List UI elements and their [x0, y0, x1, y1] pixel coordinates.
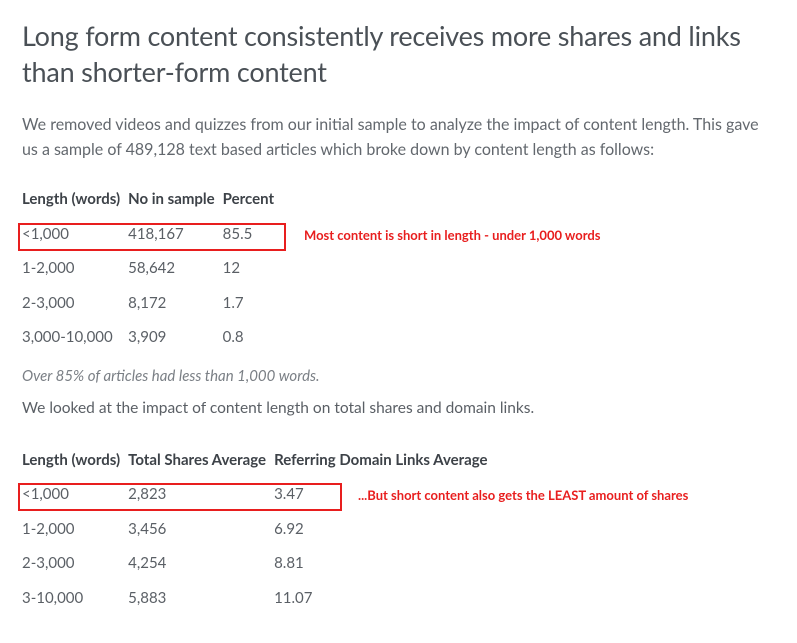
mid-paragraph: We looked at the impact of content lengt…: [22, 397, 775, 420]
table-cell: 5,883: [128, 581, 274, 616]
table-cell: 1-2,000: [22, 512, 128, 547]
table-cell: 3,909: [128, 320, 223, 355]
annotation-text: ...But short content also gets the LEAST…: [358, 487, 718, 503]
table-row: <1,000Most content is short in length - …: [22, 217, 282, 252]
table-cell: 8.81: [274, 546, 495, 581]
column-header: Length (words): [22, 445, 128, 478]
shares-links-table: Length (words)Total Shares AverageReferr…: [22, 445, 496, 616]
table-cell: 4,254: [128, 546, 274, 581]
table-cell: 8,172: [128, 286, 223, 321]
table-cell: 58,642: [128, 251, 223, 286]
table-cell: 6.92: [274, 512, 495, 547]
table-cell: 2-3,000: [22, 286, 128, 321]
table-cell: <1,000...But short content also gets the…: [22, 477, 128, 512]
table-row: 2-3,0008,1721.7: [22, 286, 282, 321]
table-row: 2-3,0004,2548.81: [22, 546, 496, 581]
table1-area: Length (words)No in samplePercent <1,000M…: [22, 184, 775, 355]
table-cell: 3,456: [128, 512, 274, 547]
intro-paragraph: We removed videos and quizzes from our i…: [22, 113, 775, 163]
table-row: 1-2,00058,64212: [22, 251, 282, 286]
table-row: 1-2,0003,4566.92: [22, 512, 496, 547]
table-row: 3,000-10,0003,9090.8: [22, 320, 282, 355]
table-cell: 11.07: [274, 581, 495, 616]
table-cell: <1,000Most content is short in length - …: [22, 217, 128, 252]
column-header: Length (words): [22, 184, 128, 217]
table-cell: 418,167: [128, 217, 223, 252]
column-header: Referring Domain Links Average: [274, 445, 495, 478]
column-header: Percent: [223, 184, 282, 217]
table-row: <1,000...But short content also gets the…: [22, 477, 496, 512]
table-cell: 2-3,000: [22, 546, 128, 581]
table1-caption: Over 85% of articles had less than 1,000…: [22, 365, 775, 388]
column-header: Total Shares Average: [128, 445, 274, 478]
annotation-text: Most content is short in length - under …: [304, 227, 664, 243]
table-cell: 1-2,000: [22, 251, 128, 286]
table-cell: 85.5: [223, 217, 282, 252]
table-cell: 0.8: [223, 320, 282, 355]
table-cell: 2,823: [128, 477, 274, 512]
table-cell: 12: [223, 251, 282, 286]
table2-area: Length (words)Total Shares AverageReferr…: [22, 445, 775, 616]
table-cell: 3,000-10,000: [22, 320, 128, 355]
table-cell: 3-10,000: [22, 581, 128, 616]
table-row: 3-10,0005,88311.07: [22, 581, 496, 616]
table-cell: 1.7: [223, 286, 282, 321]
column-header: No in sample: [128, 184, 223, 217]
page-heading: Long form content consistently receives …: [22, 18, 775, 91]
sample-breakdown-table: Length (words)No in samplePercent <1,000M…: [22, 184, 282, 355]
